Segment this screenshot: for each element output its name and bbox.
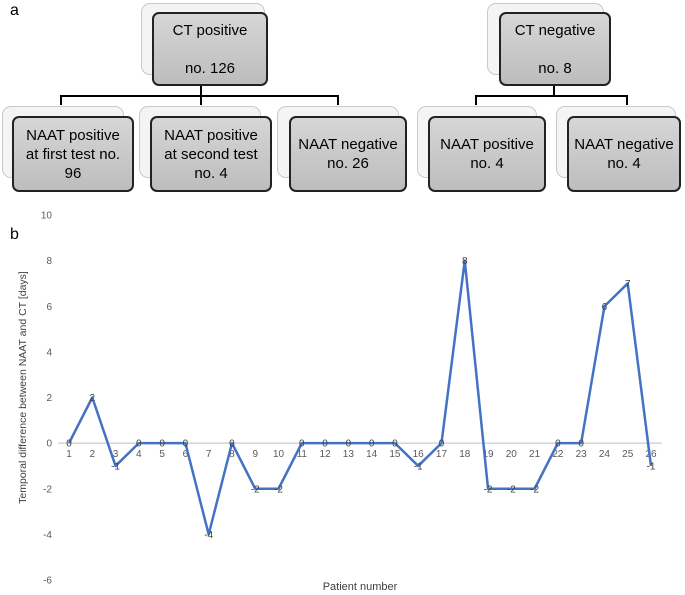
connector-child4-vertical [475, 95, 477, 105]
y-tick-label: -4 [43, 530, 52, 541]
data-label: 6 [602, 302, 608, 313]
data-label: 0 [439, 439, 445, 450]
data-label: 0 [346, 439, 352, 450]
x-tick-label: 25 [622, 449, 634, 460]
root-box-ct-negative-line2: no. 8 [538, 59, 572, 77]
data-label: -1 [414, 461, 423, 472]
y-tick-label: 6 [46, 302, 52, 313]
panel-a-letter: a [10, 2, 19, 19]
data-label: -2 [484, 484, 493, 495]
x-tick-label: 18 [459, 449, 471, 460]
connector-root1-vertical [200, 84, 202, 96]
data-labels: 02-10 0 0-40-2 -20 0 0 0 0-108-2 -2 -20 067-1 [66, 256, 656, 541]
y-tick-label: 10 [41, 211, 53, 222]
child-box-naat-positive-first: NAAT positive at first test no. 96 [12, 116, 134, 192]
x-tick-label: 3 [113, 449, 119, 460]
x-tick-label: 23 [576, 449, 588, 460]
data-label: 2 [89, 393, 95, 404]
panel-b-letter: b [10, 226, 19, 243]
x-tick-label: 4 [136, 449, 142, 460]
data-label: -1 [111, 461, 120, 472]
data-label: 0 [369, 439, 375, 450]
y-tick-label: 8 [46, 256, 52, 267]
x-tick-label: 6 [183, 449, 189, 460]
x-axis-label: Patient number [323, 581, 398, 593]
x-tick-label: 7 [206, 449, 212, 460]
data-label: 0 [229, 439, 235, 450]
data-label: -1 [647, 461, 656, 472]
data-label: 0 [66, 439, 72, 450]
root-box-ct-positive-line2: no. 126 [184, 59, 236, 77]
data-label: 0 [136, 439, 142, 450]
series-line [67, 259, 653, 536]
y-axis-ticks: -6 -4 -2 0 2 4 6 8 10 [41, 211, 53, 587]
y-tick-label: 0 [46, 439, 52, 450]
connector-root1-horizontal [60, 95, 338, 97]
child-box-naat-positive-second: NAAT positive at second test no. 4 [150, 116, 272, 192]
root-box-ct-positive: CT positive no. 126 [152, 12, 268, 86]
y-tick-label: -2 [43, 484, 52, 495]
data-label: 0 [159, 439, 165, 450]
x-axis-ticks: 1 2 3 4 5 6 7 8 9 10 11 12 13 14 15 16 17 18 19 20 21 22 23 24 2… [66, 449, 657, 460]
connector-child1-vertical [60, 95, 62, 105]
data-label: -4 [204, 530, 213, 541]
data-label: 0 [578, 439, 584, 450]
x-tick-label: 12 [320, 449, 332, 460]
y-axis-label: Temporal difference between NAAT and CT … [17, 271, 29, 504]
data-label: 0 [183, 439, 189, 450]
y-tick-label: 2 [46, 393, 52, 404]
y-tick-label: -6 [43, 576, 52, 587]
data-label: 0 [322, 439, 328, 450]
x-tick-label: 14 [366, 449, 378, 460]
data-label: 0 [299, 439, 305, 450]
x-tick-label: 24 [599, 449, 611, 460]
root-box-ct-negative: CT negative no. 8 [499, 12, 611, 86]
x-tick-label: 16 [413, 449, 425, 460]
child-box-naat-positive-ct-negative: NAAT positive no. 4 [428, 116, 546, 192]
child-box-naat-negative-ct-positive: NAAT negative no. 26 [289, 116, 407, 192]
connector-child2-vertical [200, 95, 202, 105]
x-tick-label: 17 [436, 449, 448, 460]
child-box-naat-negative-ct-negative: NAAT negative no. 4 [567, 116, 681, 192]
x-tick-label: 1 [66, 449, 72, 460]
x-tick-label: 21 [529, 449, 541, 460]
data-label: 7 [625, 279, 631, 290]
x-tick-label: 2 [89, 449, 95, 460]
x-tick-label: 11 [297, 449, 308, 460]
root-box-ct-positive-line1: CT positive [172, 21, 248, 39]
x-tick-label: 26 [645, 449, 657, 460]
data-label: 0 [392, 439, 398, 450]
connector-child5-vertical [626, 95, 628, 105]
x-tick-label: 20 [506, 449, 518, 460]
data-label: 0 [555, 439, 561, 450]
x-tick-label: 5 [159, 449, 165, 460]
x-tick-label: 22 [552, 449, 564, 460]
x-tick-label: 19 [482, 449, 494, 460]
data-label: -2 [251, 484, 260, 495]
x-tick-label: 13 [343, 449, 355, 460]
x-tick-label: 8 [229, 449, 235, 460]
root-box-ct-negative-line1: CT negative [514, 21, 596, 39]
connector-root2-horizontal [475, 95, 627, 97]
x-tick-label: 10 [273, 449, 285, 460]
data-label: -2 [507, 484, 516, 495]
data-label: -2 [530, 484, 539, 495]
y-tick-label: 4 [46, 347, 52, 358]
connector-child3-vertical [337, 95, 339, 105]
data-label: 8 [462, 256, 468, 267]
connector-root2-vertical [553, 84, 555, 96]
x-tick-label: 9 [252, 449, 258, 460]
x-tick-label: 15 [389, 449, 401, 460]
data-label: -2 [274, 484, 283, 495]
